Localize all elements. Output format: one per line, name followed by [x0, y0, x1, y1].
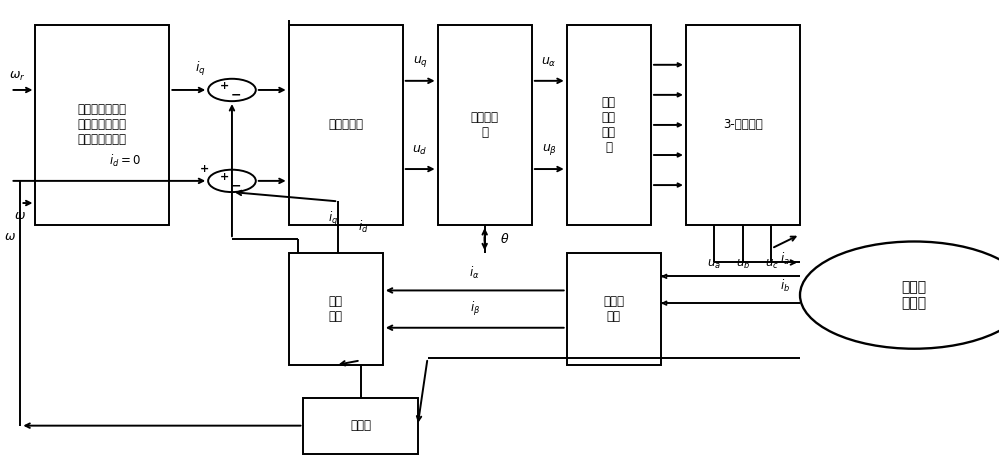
Text: $u_\beta$: $u_\beta$ — [542, 143, 557, 158]
Text: $u_d$: $u_d$ — [412, 144, 428, 158]
Text: $u_b$: $u_b$ — [736, 258, 750, 271]
Text: 电流控制器: 电流控制器 — [328, 119, 363, 131]
Text: $i_a$: $i_a$ — [780, 251, 790, 267]
Bar — [438, 25, 532, 225]
Text: $\omega_r$: $\omega_r$ — [9, 70, 25, 83]
Text: 正弦
波脉
宽调
制: 正弦 波脉 宽调 制 — [602, 96, 616, 154]
Text: 逆派克变
换: 逆派克变 换 — [471, 111, 499, 139]
Text: 编码器: 编码器 — [350, 419, 371, 432]
Bar — [686, 25, 800, 225]
Text: $\omega$: $\omega$ — [4, 230, 15, 243]
Text: $i_\beta$: $i_\beta$ — [470, 301, 480, 318]
Text: +: + — [220, 81, 229, 91]
Bar — [567, 253, 661, 365]
Bar — [289, 25, 403, 225]
Text: 克拉克
变换: 克拉克 变换 — [603, 295, 624, 323]
Text: $u_\alpha$: $u_\alpha$ — [541, 56, 557, 69]
Text: −: − — [230, 180, 241, 192]
Text: $i_d = 0$: $i_d = 0$ — [109, 153, 141, 169]
Text: 永磁同
步电机: 永磁同 步电机 — [902, 280, 927, 310]
Text: $u_a$: $u_a$ — [707, 258, 721, 271]
Text: $\theta$: $\theta$ — [500, 232, 509, 246]
Text: $u_c$: $u_c$ — [765, 258, 778, 271]
Text: $i_q$: $i_q$ — [328, 210, 338, 227]
Text: $i_q$: $i_q$ — [195, 61, 206, 78]
Bar — [35, 25, 169, 225]
Text: +: + — [220, 172, 229, 182]
Text: $i_\alpha$: $i_\alpha$ — [469, 265, 480, 281]
Text: $i_b$: $i_b$ — [780, 278, 790, 294]
Text: +: + — [200, 164, 209, 174]
Text: 3-相逆变器: 3-相逆变器 — [723, 119, 763, 131]
Text: $i_d$: $i_d$ — [358, 219, 369, 234]
Bar — [303, 398, 418, 454]
Text: 派克
变换: 派克 变换 — [329, 295, 343, 323]
Text: 一种新型永磁同
步电机转速分数
阶滑模控制方法: 一种新型永磁同 步电机转速分数 阶滑模控制方法 — [78, 104, 127, 146]
Text: −: − — [230, 89, 241, 101]
Bar — [567, 25, 651, 225]
Text: $\omega$: $\omega$ — [14, 209, 25, 222]
Text: $u_q$: $u_q$ — [413, 54, 428, 69]
Bar — [289, 253, 383, 365]
